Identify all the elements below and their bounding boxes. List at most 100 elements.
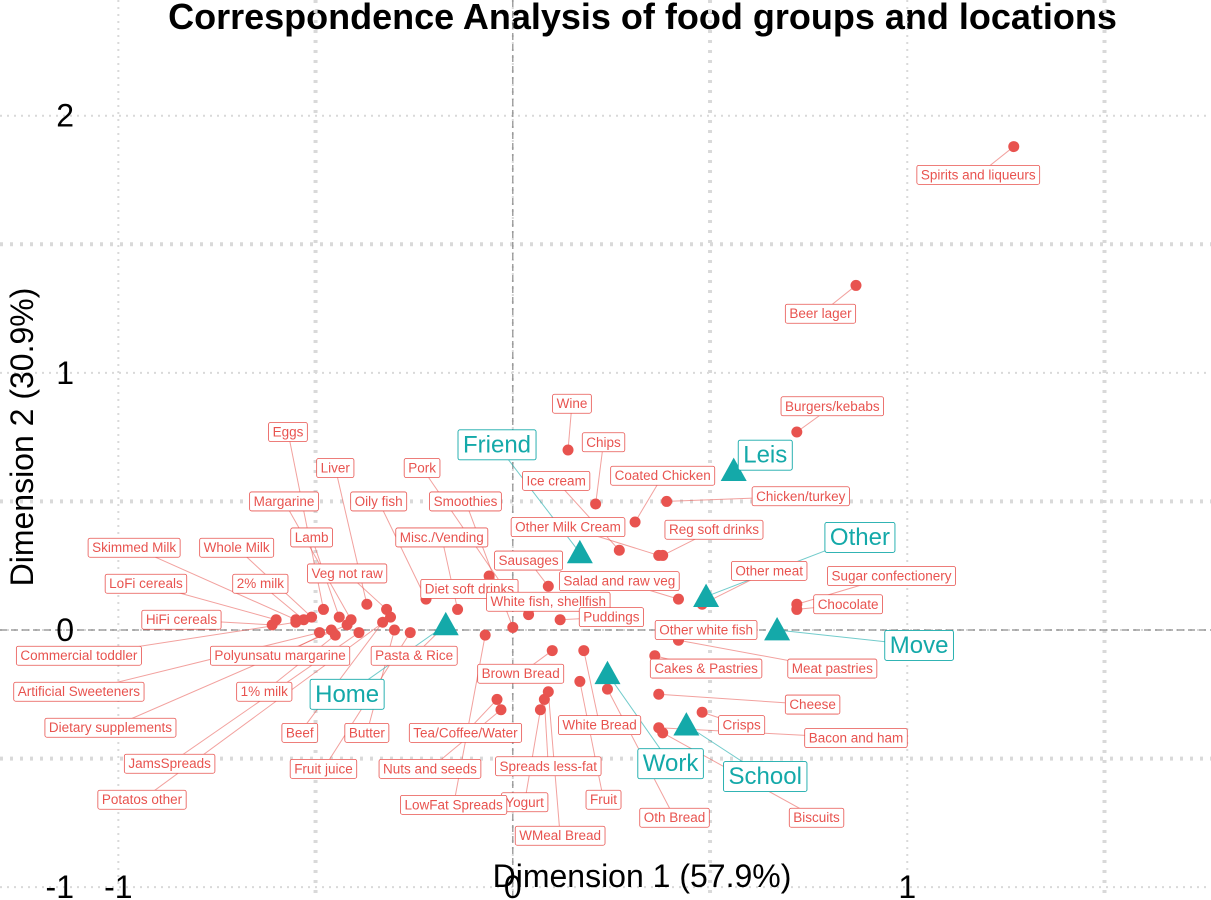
row-point (491, 693, 503, 705)
label-box (408, 722, 523, 743)
row-point (479, 629, 491, 641)
row-label: Lamb (290, 527, 333, 548)
label-text: School (729, 763, 802, 790)
label-text: Burgers/kebabs (785, 399, 880, 414)
row-label: Biscuits (788, 807, 845, 828)
label-text: Chicken/turkey (756, 489, 846, 504)
row-label: Commercial toddler (15, 645, 142, 666)
row-connector (110, 624, 348, 729)
row-label: 2% milk (232, 573, 289, 594)
row-point (317, 603, 329, 615)
row-point (578, 645, 590, 657)
row-point (377, 616, 389, 628)
label-box (751, 486, 850, 507)
label-box (370, 645, 458, 666)
row-point (341, 619, 353, 631)
label-text: Meat pastries (792, 661, 873, 676)
row-label: Crisps (718, 715, 766, 736)
row-point (495, 704, 507, 716)
row-label: Tea/Coffee/Water (408, 722, 523, 743)
y-axis-label: Dimension 2 (30.9%) (4, 288, 40, 587)
row-label: Oth Bread (639, 807, 710, 828)
row-point (850, 279, 862, 291)
label-text: Friend (463, 431, 531, 458)
row-label: Bacon and ham (804, 728, 908, 748)
label-text: Chips (586, 435, 621, 450)
row-label: Ice cream (522, 470, 591, 491)
label-box (289, 758, 358, 779)
label-text: Sausages (499, 553, 559, 568)
column-label: Leis (737, 439, 793, 471)
row-point (661, 495, 673, 507)
label-text: Cakes & Pastries (654, 661, 758, 676)
label-box (87, 537, 181, 558)
label-box (97, 789, 187, 810)
label-box (737, 439, 793, 471)
row-label: Pasta & Rice (370, 645, 458, 666)
label-box (884, 629, 954, 661)
label-text: Artificial Sweeteners (18, 684, 141, 699)
label-text: Margarine (254, 494, 315, 509)
y-tick-label: 0 (56, 612, 74, 648)
label-box (637, 748, 704, 780)
label-box (813, 594, 883, 615)
row-point (507, 621, 519, 633)
label-box (210, 645, 351, 666)
row-point (329, 629, 341, 641)
label-text: Dietary supplements (49, 720, 172, 735)
row-label: Other white fish (654, 620, 758, 640)
row-connector (595, 442, 605, 505)
label-text: Brown Bread (482, 666, 560, 681)
row-point (649, 650, 661, 662)
row-label: Cheese (784, 694, 841, 715)
row-label: Cakes & Pastries (649, 658, 763, 679)
label-box (281, 722, 319, 743)
label-text: Commercial toddler (20, 648, 138, 663)
label-box (788, 807, 845, 828)
row-label: Polyunsatu margarine (210, 645, 351, 666)
label-text: Nuts and seeds (383, 761, 477, 776)
label-box (290, 527, 333, 548)
x-tick-label: -1 (104, 869, 132, 900)
row-connector (555, 480, 620, 551)
label-box (578, 607, 644, 628)
row-label: Chicken/turkey (751, 486, 850, 507)
row-point (542, 580, 554, 592)
row-label: Burgers/kebabs (780, 396, 884, 417)
label-box (718, 715, 766, 736)
y-tick-label: -1 (46, 869, 74, 900)
row-label: Puddings (578, 607, 644, 628)
row-label: Chips (581, 432, 626, 453)
label-text: Fruit juice (294, 761, 353, 776)
row-label: Fruit (585, 789, 622, 810)
row-point (657, 549, 669, 561)
label-text: Beer lager (789, 306, 852, 321)
row-point (353, 627, 365, 639)
label-text: Butter (349, 725, 386, 740)
label-box (827, 566, 956, 586)
label-box (141, 609, 222, 630)
label-box (558, 715, 642, 736)
row-point (613, 544, 625, 556)
row-label: Sugar confectionery (827, 566, 956, 586)
label-text: Smoothies (434, 494, 498, 509)
label-text: Polyunsatu margarine (214, 648, 345, 663)
chart-title: Correspondence Analysis of food groups a… (168, 0, 1117, 37)
label-text: Fruit (590, 792, 617, 807)
label-text: Sugar confectionery (831, 569, 951, 584)
label-text: LoFi cereals (109, 576, 183, 591)
row-point (791, 603, 803, 615)
label-box (522, 470, 591, 491)
label-box (610, 465, 716, 486)
row-label: Spirits and liqueurs (916, 164, 1041, 185)
label-text: Skimmed Milk (92, 540, 176, 555)
row-label: White Bread (558, 715, 642, 736)
label-text: Eggs (273, 425, 304, 440)
row-label: Smoothies (429, 491, 502, 512)
row-label: Fruit juice (289, 758, 358, 779)
label-text: Puddings (583, 610, 640, 625)
row-point (574, 675, 586, 687)
label-box (199, 537, 275, 558)
label-box (15, 645, 142, 666)
row-point (696, 706, 708, 718)
